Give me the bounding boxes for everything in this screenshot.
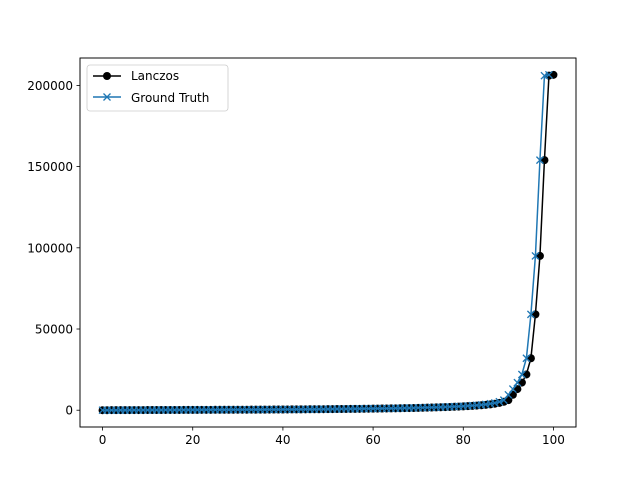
axes-spines	[79, 57, 577, 428]
legend-marker-ground-truth	[103, 93, 111, 101]
y-tick-label: 100000	[27, 241, 73, 255]
data-point-lanczos	[535, 251, 544, 260]
x-axis: 0 20 40 60 80 100	[99, 427, 565, 447]
legend-label-ground-truth: Ground Truth	[131, 91, 209, 105]
data-point-lanczos	[531, 310, 540, 319]
y-tick-label: 50000	[35, 323, 73, 337]
y-tick-label: 150000	[27, 160, 73, 174]
series-layer	[98, 70, 558, 415]
data-point-lanczos	[526, 354, 535, 363]
legend-entry-lanczos: Lanczos	[93, 69, 179, 83]
data-point-ground-truth	[495, 397, 504, 406]
plot-area	[79, 57, 577, 428]
series-ground-truth	[98, 70, 553, 415]
data-point-ground-truth	[522, 354, 531, 363]
legend-box	[86, 64, 229, 112]
legend: Lanczos Ground Truth	[86, 64, 229, 112]
axes-frame	[79, 57, 577, 428]
legend-marker-lanczos	[103, 72, 111, 80]
data-point-ground-truth	[517, 370, 526, 379]
x-tick-label: 40	[275, 433, 290, 447]
data-point-lanczos	[540, 156, 549, 165]
data-point-ground-truth	[531, 251, 540, 260]
y-tick-label: 200000	[27, 79, 73, 93]
series-line-ground-truth	[102, 74, 550, 411]
data-point-ground-truth	[526, 310, 535, 319]
data-point-ground-truth	[504, 390, 513, 399]
data-point-ground-truth	[544, 70, 553, 79]
data-point-lanczos	[549, 70, 558, 79]
data-point-ground-truth	[535, 156, 544, 165]
legend-label-lanczos: Lanczos	[131, 69, 179, 83]
data-point-ground-truth	[508, 385, 517, 394]
data-point-lanczos	[522, 370, 531, 379]
x-tick-label: 20	[185, 433, 200, 447]
data-point-ground-truth	[513, 378, 522, 387]
x-tick-label: 0	[99, 433, 107, 447]
x-tick-label: 100	[542, 433, 565, 447]
data-point-ground-truth	[490, 398, 499, 407]
x-tick-label: 60	[365, 433, 380, 447]
legend-entry-ground-truth: Ground Truth	[93, 91, 209, 105]
y-axis: 0 50000 100000 150000 200000	[27, 79, 80, 418]
y-tick-label: 0	[65, 404, 73, 418]
x-tick-label: 80	[456, 433, 471, 447]
